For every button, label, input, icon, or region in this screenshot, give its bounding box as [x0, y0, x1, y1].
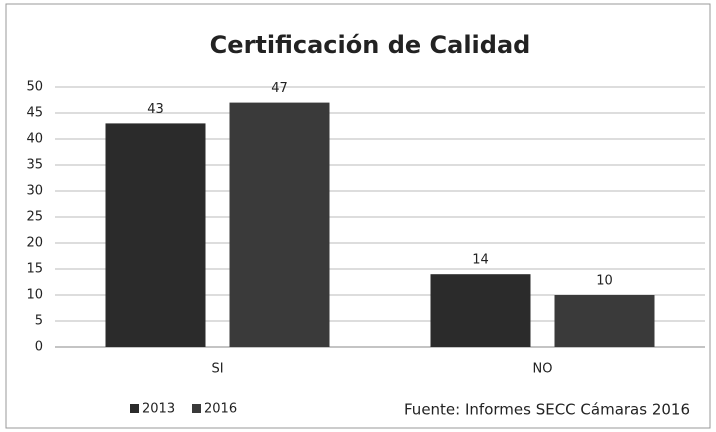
data-label: 43 — [147, 102, 164, 117]
y-tick-label: 10 — [26, 288, 43, 303]
data-label: 47 — [271, 81, 288, 96]
y-tick-label: 20 — [26, 236, 43, 251]
y-tick-label: 40 — [26, 132, 43, 147]
y-tick-label: 35 — [26, 158, 43, 173]
annotation: Fuente: Informes SECC Cámaras 2016 — [404, 401, 690, 419]
y-tick-label: 45 — [26, 106, 43, 121]
x-tick-label: NO — [533, 362, 553, 377]
bar — [554, 295, 655, 347]
legend-label: 2013 — [142, 402, 175, 417]
y-tick-label: 15 — [26, 262, 43, 277]
x-tick-label: SI — [211, 362, 223, 377]
data-label: 10 — [596, 274, 613, 289]
data-label: 14 — [472, 253, 489, 268]
bar — [229, 102, 330, 347]
y-tick-label: 50 — [26, 80, 43, 95]
legend-label: 2016 — [204, 402, 237, 417]
y-tick-label: 25 — [26, 210, 43, 225]
chart-title: Certificación de Calidad — [210, 31, 531, 59]
bar — [430, 274, 531, 347]
y-tick-label: 5 — [35, 314, 43, 329]
bar — [105, 123, 206, 348]
y-tick-label: 30 — [26, 184, 43, 199]
legend-swatch — [130, 404, 139, 413]
legend-swatch — [192, 404, 201, 413]
y-tick-label: 0 — [35, 340, 43, 355]
